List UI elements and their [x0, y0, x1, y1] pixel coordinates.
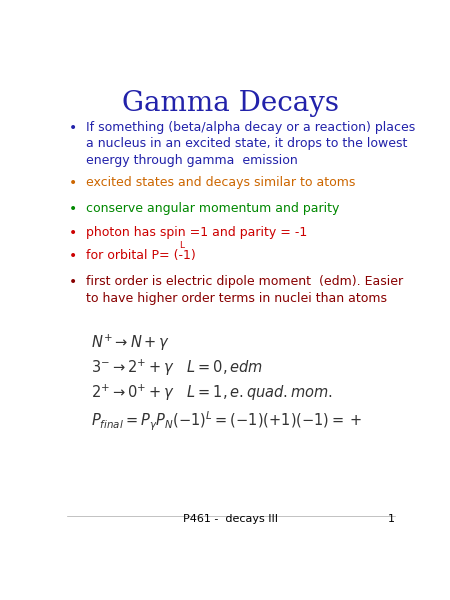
Text: for orbital P= (-1): for orbital P= (-1) — [86, 249, 196, 262]
Text: Gamma Decays: Gamma Decays — [122, 91, 339, 118]
Text: photon has spin =1 and parity = -1: photon has spin =1 and parity = -1 — [86, 226, 307, 239]
Text: $2^{+} \rightarrow 0^{+} + \gamma \quad L = 1, e.quad.mom.$: $2^{+} \rightarrow 0^{+} + \gamma \quad … — [91, 382, 333, 403]
Text: P461 -  decays III: P461 - decays III — [183, 514, 278, 524]
Text: If something (beta/alpha decay or a reaction) places
a nucleus in an excited sta: If something (beta/alpha decay or a reac… — [86, 121, 415, 167]
Text: •: • — [68, 121, 76, 134]
Text: $3^{-} \rightarrow 2^{+} + \gamma \quad L = 0, edm$: $3^{-} \rightarrow 2^{+} + \gamma \quad … — [91, 358, 263, 378]
Text: •: • — [68, 226, 76, 240]
Text: conserve angular momentum and parity: conserve angular momentum and parity — [86, 202, 339, 215]
Text: •: • — [68, 249, 76, 263]
Text: •: • — [68, 176, 76, 190]
Text: $N^{+} \rightarrow N + \gamma$: $N^{+} \rightarrow N + \gamma$ — [91, 333, 171, 353]
Text: •: • — [68, 275, 76, 289]
Text: L: L — [180, 241, 184, 250]
Text: $P_{final} = P_{\gamma}P_{N}(-1)^{L} = (-1)(+1)(-1) = +$: $P_{final} = P_{\gamma}P_{N}(-1)^{L} = (… — [91, 410, 362, 433]
Text: excited states and decays similar to atoms: excited states and decays similar to ato… — [86, 176, 355, 189]
Text: first order is electric dipole moment  (edm). Easier
to have higher order terms : first order is electric dipole moment (e… — [86, 275, 403, 305]
Text: •: • — [68, 202, 76, 216]
Text: 1: 1 — [387, 514, 395, 524]
